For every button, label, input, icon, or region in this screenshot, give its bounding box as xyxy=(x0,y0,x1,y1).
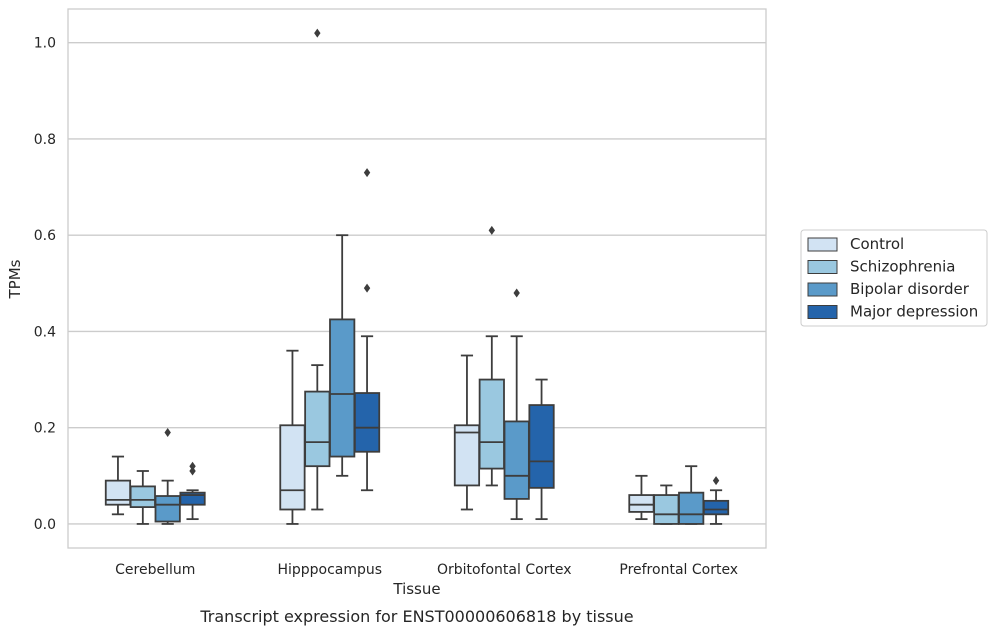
legend-frame xyxy=(800,229,988,327)
box-control xyxy=(104,455,132,516)
y-tick-label: 0.4 xyxy=(34,324,56,340)
legend-label: Control xyxy=(850,235,904,253)
legend: Control Schizophrenia Bipolar disorder Majo… xyxy=(800,229,988,327)
box-iqr xyxy=(329,318,356,458)
box-iqr xyxy=(628,494,655,513)
box-iqr xyxy=(279,424,306,511)
box-control xyxy=(628,474,655,521)
legend-swatch xyxy=(807,282,838,297)
x-tick-label: Prefrontal Cortex xyxy=(619,562,738,578)
box-iqr xyxy=(154,495,181,523)
box-major-depression xyxy=(179,461,206,521)
legend-swatch xyxy=(807,305,838,319)
box-control xyxy=(279,349,306,525)
outlier-point xyxy=(363,283,371,293)
x-axis-label: Tissue xyxy=(392,580,440,598)
box-iqr xyxy=(478,378,505,470)
x-tick-label: Hipppocampus xyxy=(277,562,382,578)
x-tick-label: Orbitofontal Cortex xyxy=(437,562,572,578)
legend-label: Bipolar disorder xyxy=(850,280,970,298)
plot-frame xyxy=(67,8,767,549)
box-iqr xyxy=(503,420,530,500)
box-schizophrenia xyxy=(129,470,156,525)
outlier-point xyxy=(189,461,196,471)
box-control xyxy=(453,354,481,511)
outlier-point xyxy=(488,225,496,235)
y-tick-label: 0.8 xyxy=(34,132,56,148)
outlier-point xyxy=(363,168,371,178)
box-iqr xyxy=(528,404,555,489)
outlier-point xyxy=(712,476,720,486)
outlier-point xyxy=(314,28,321,38)
legend-swatch xyxy=(807,260,838,274)
box-schizophrenia xyxy=(478,225,505,487)
box-bipolar-disorder xyxy=(154,428,181,525)
y-tick-label: 0.6 xyxy=(34,228,56,244)
legend-swatch xyxy=(807,237,838,252)
y-tick-label: 0.2 xyxy=(34,421,56,437)
y-tick-label: 1.0 xyxy=(34,36,56,52)
box-iqr xyxy=(453,424,481,487)
box-bipolar-disorder xyxy=(329,234,356,477)
box-schizophrenia xyxy=(304,28,331,511)
outlier-point xyxy=(189,466,196,476)
box-major-depression xyxy=(702,476,730,525)
box-iqr xyxy=(304,390,331,468)
x-axis-ticks: Cerebellum Hipppocampus Orbitofontal Corte… xyxy=(115,562,738,578)
box-iqr xyxy=(702,499,730,516)
legend-label: Schizophrenia xyxy=(850,258,955,276)
legend-label: Major depression xyxy=(850,303,978,321)
box-iqr xyxy=(653,494,680,525)
box-iqr xyxy=(104,479,132,506)
y-tick-label: 0.0 xyxy=(34,517,56,533)
x-tick-label: Cerebellum xyxy=(115,562,195,578)
chart-caption: Transcript expression for ENST0000060681… xyxy=(199,607,633,626)
box-major-depression xyxy=(353,168,381,492)
box-iqr xyxy=(678,491,705,525)
box-schizophrenia xyxy=(653,484,680,525)
outlier-point xyxy=(164,428,171,437)
gridlines xyxy=(68,42,766,525)
box-bipolar-disorder xyxy=(503,288,530,521)
box-iqr xyxy=(353,392,381,453)
box-iqr xyxy=(129,485,156,508)
box-groups xyxy=(104,28,730,525)
y-axis-ticks: 0.0 0.2 0.4 0.6 0.8 1.0 xyxy=(34,36,56,533)
outlier-point xyxy=(513,288,520,298)
y-axis-label: TPMs xyxy=(6,259,24,299)
box-major-depression xyxy=(528,378,555,521)
box-bipolar-disorder xyxy=(678,465,705,525)
